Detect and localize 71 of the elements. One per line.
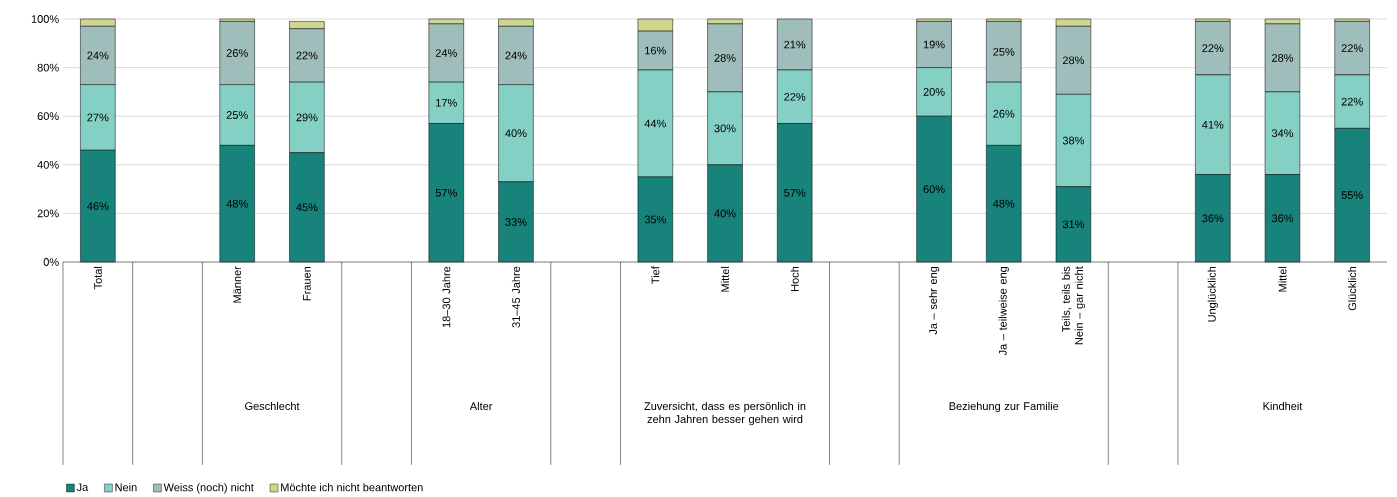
text: Alter — [469, 401, 493, 411]
x-tick-label: Ja – teilweise eng — [998, 266, 1009, 356]
y-tick-label: 40% — [37, 160, 59, 169]
x-tick-label: Mittel — [1278, 266, 1287, 292]
legend-label: Weiss (noch) nicht — [163, 483, 254, 494]
text: Zuversicht, dass es persönlich in zehn Jahren besser gehen wird — [644, 401, 806, 426]
data-label: 24% — [87, 51, 109, 60]
x-tick-label: Glücklich — [1348, 266, 1357, 311]
data-label: 55% — [1341, 191, 1363, 200]
data-label: 38% — [1062, 136, 1085, 145]
y-tick-label: 0% — [43, 258, 59, 266]
x-tick-label: Frauen — [303, 266, 311, 301]
data-label: 25% — [226, 111, 248, 119]
x-tick-label: Ja – sehr eng — [928, 266, 940, 335]
data-label: 22% — [1202, 44, 1224, 53]
data-label: 34% — [1271, 129, 1294, 138]
data-label: 36% — [1202, 214, 1224, 223]
data-label: 48% — [992, 199, 1015, 208]
data-label: 40% — [714, 209, 736, 218]
x-tick-label: Männer — [233, 266, 242, 303]
data-label: 24% — [505, 51, 527, 60]
data-label: 22% — [296, 51, 318, 60]
x-tick-label: Tief — [651, 266, 660, 284]
y-tick-label: 60% — [37, 112, 59, 121]
data-label: 33% — [505, 218, 527, 226]
x-tick-label: Teils, teils bis Nein – gar nicht — [1061, 266, 1086, 345]
x-tick-label: Mittel — [720, 266, 730, 292]
data-label: 29% — [296, 113, 318, 122]
data-label: 30% — [714, 124, 736, 133]
x-tick-label: 18–30 Jahre — [442, 266, 451, 328]
y-tick-label: 100% — [31, 15, 59, 23]
x-tick-label: 31–45 Jahre — [511, 266, 520, 328]
data-label: 46% — [87, 202, 109, 210]
text: Kindheit — [1263, 401, 1303, 411]
legend-label: Ja — [76, 483, 89, 492]
data-label: 57% — [435, 188, 457, 197]
data-label: 36% — [1271, 214, 1294, 223]
data-label: 17% — [436, 98, 457, 107]
data-label: 28% — [1272, 53, 1294, 62]
data-label: 28% — [1062, 56, 1085, 65]
data-label: 60% — [923, 185, 945, 193]
data-label: 26% — [993, 109, 1015, 118]
y-tick-label: 80% — [37, 63, 59, 72]
data-label: 22% — [1341, 44, 1363, 53]
data-label: 16% — [645, 46, 666, 55]
data-label: 40% — [505, 129, 527, 138]
text: Geschlecht — [245, 401, 300, 411]
data-label: 28% — [714, 53, 736, 62]
x-tick-label: Hoch — [790, 266, 799, 291]
data-label: 21% — [784, 40, 806, 49]
data-label: 22% — [1341, 97, 1363, 106]
data-label: 26% — [226, 49, 248, 57]
x-tick-label: Unglücklich — [1207, 266, 1218, 322]
data-label: 20% — [923, 87, 945, 96]
data-label: 25% — [993, 47, 1015, 56]
x-tick-label: Total — [93, 266, 102, 290]
data-label: 57% — [784, 188, 806, 197]
data-label: 24% — [435, 49, 457, 57]
data-label: 27% — [87, 113, 109, 122]
data-label: 41% — [1202, 120, 1224, 129]
y-tick-label: 20% — [37, 209, 59, 218]
text: Beziehung zur Familie — [949, 401, 1059, 413]
data-label: 44% — [644, 119, 666, 128]
data-label: 22% — [784, 92, 806, 101]
data-label: 35% — [644, 215, 666, 224]
legend-label: Nein — [115, 483, 137, 492]
data-label: 45% — [296, 203, 318, 212]
data-label: 31% — [1062, 220, 1085, 229]
data-label: 48% — [226, 199, 248, 208]
data-label: 19% — [923, 40, 945, 49]
legend-label: Möchte ich nicht beantworten — [281, 483, 423, 492]
